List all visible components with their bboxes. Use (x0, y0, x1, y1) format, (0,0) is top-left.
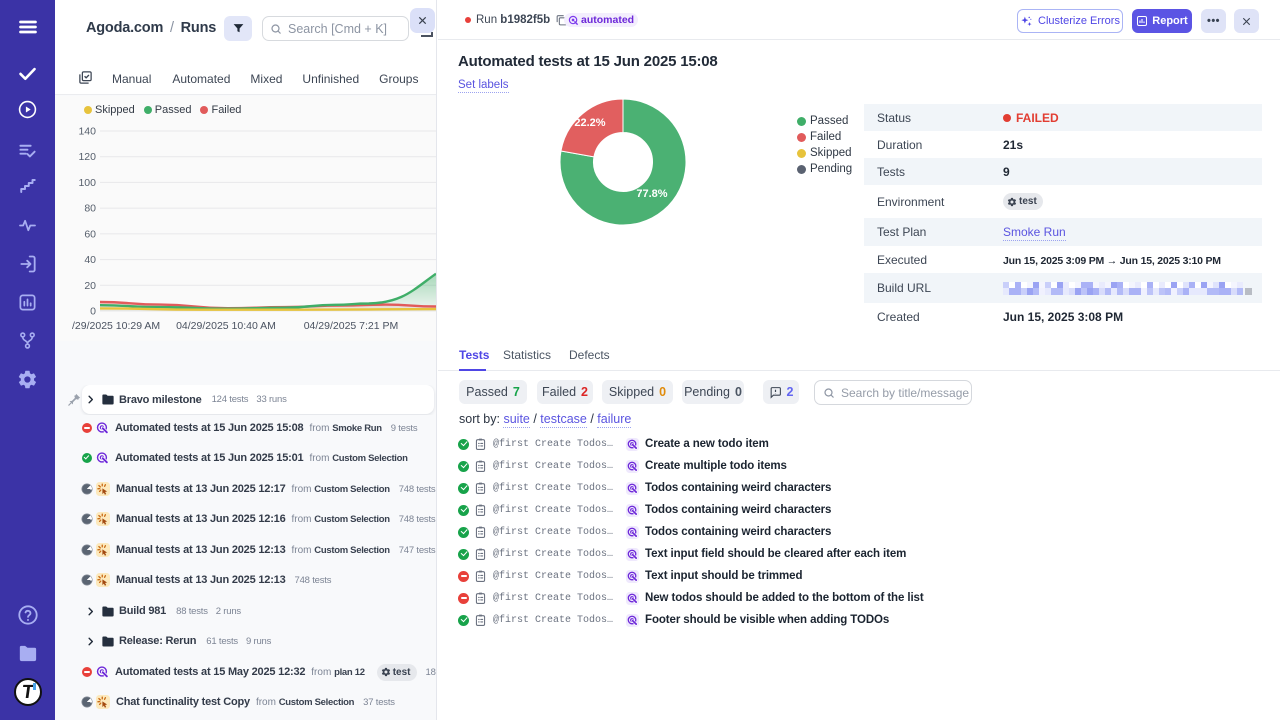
svg-text:20: 20 (84, 280, 96, 292)
svg-text:04/29/2025 10:40 AM: 04/29/2025 10:40 AM (176, 320, 276, 332)
svg-text:80: 80 (84, 203, 96, 215)
svg-text:/29/2025 10:29 AM: /29/2025 10:29 AM (72, 320, 160, 332)
svg-text:100: 100 (78, 177, 96, 189)
svg-text:120: 120 (78, 151, 96, 163)
svg-text:77.8%: 77.8% (636, 188, 667, 200)
svg-text:0: 0 (90, 306, 96, 318)
svg-text:22.2%: 22.2% (574, 117, 605, 129)
svg-text:40: 40 (84, 254, 96, 266)
svg-text:60: 60 (84, 228, 96, 240)
svg-text:04/29/2025 7:21 PM: 04/29/2025 7:21 PM (304, 320, 399, 332)
svg-text:140: 140 (78, 126, 96, 138)
